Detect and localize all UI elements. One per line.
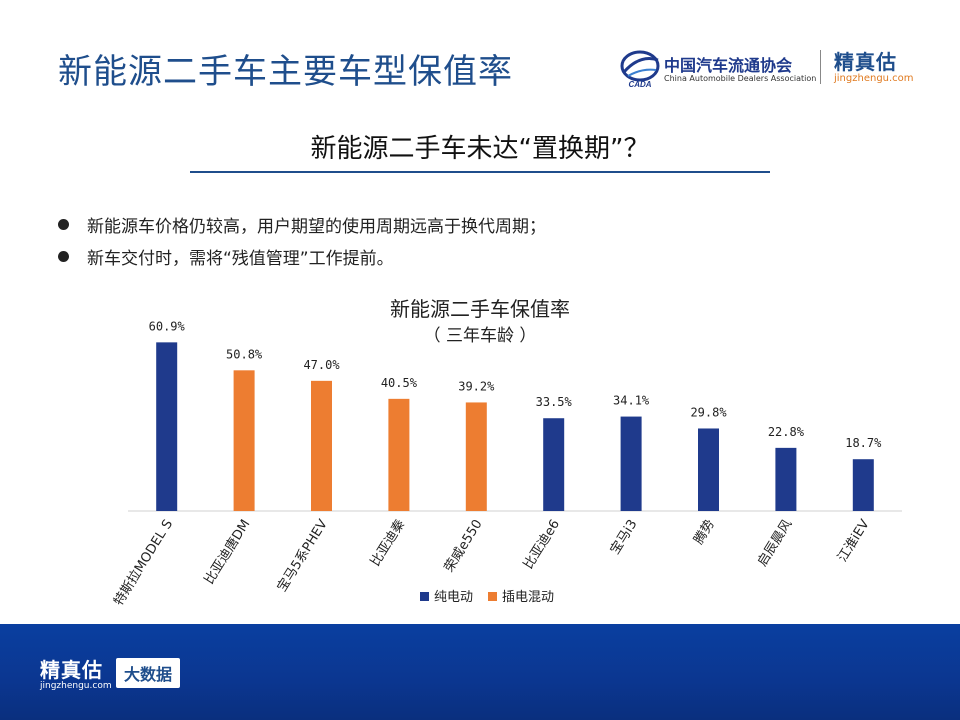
chart-subtitle: （ 三年车龄 ） [424, 326, 537, 346]
bullet-text: 新能源车价格仍较高，用户期望的使用周期远高于换代周期； [87, 217, 546, 237]
legend-swatch [420, 592, 429, 601]
bar-value-label: 50.8% [226, 347, 263, 361]
bullet-dot-icon [58, 219, 69, 230]
bar-value-label: 29.8% [690, 405, 727, 419]
bar-8 [775, 447, 797, 511]
x-tick-label: 腾势 [691, 517, 718, 548]
footer-url: jingzhengu.com [40, 681, 112, 691]
bullet-text: 新车交付时，需将“残值管理”工作提前。 [87, 249, 394, 269]
caada-logo: CADA 中国汽车流通协会 China Automobile Dealers A… [618, 46, 818, 90]
x-tick-label: 比亚迪唐DM [201, 517, 253, 588]
x-tick-label: 启辰晨风 [755, 517, 795, 569]
x-tick-label: 特斯拉MODEL S [111, 517, 176, 608]
bar-value-label: 33.5% [536, 395, 573, 409]
x-tick-label: 荣威e550 [442, 517, 486, 575]
jzg-logo: 精真估 jingzhengu.com [834, 46, 914, 84]
bar-value-label: 22.8% [768, 425, 805, 439]
page-title: 新能源二手车主要车型保值率 [58, 52, 513, 92]
bar-2 [311, 380, 332, 511]
caada-name-cn: 中国汽车流通协会 [664, 56, 793, 75]
bar-value-label: 40.5% [381, 376, 418, 390]
subtitle-underline [190, 171, 770, 173]
bar-value-label: 18.7% [845, 436, 882, 450]
bar-7 [698, 428, 719, 511]
bullet-item: 新车交付时，需将“残值管理”工作提前。 [58, 244, 394, 269]
footer-tag: 大数据 [116, 658, 181, 688]
bar-1 [233, 370, 255, 511]
page-subtitle: 新能源二手车未达“置换期”？ [310, 134, 650, 164]
jzg-brand: 精真估 [834, 50, 897, 74]
footer-logo: 精真估 jingzhengu.com [40, 654, 112, 691]
chart-legend: 纯电动 插电混动 [420, 590, 554, 605]
bar-0 [156, 342, 178, 511]
caada-emblem-icon: CADA [620, 50, 660, 89]
jzg-url: jingzhengu.com [834, 73, 914, 84]
logo-divider [820, 50, 821, 84]
x-tick-label: 比亚迪e6 [521, 517, 563, 572]
x-tick-label: 宝马5系PHEV [275, 517, 331, 595]
bar-value-label: 47.0% [303, 358, 340, 372]
legend-label: 插电混动 [502, 590, 554, 605]
footer-brand: 精真估 [40, 658, 103, 682]
bar-9 [852, 459, 874, 511]
caada-name-en: China Automobile Dealers Association [664, 74, 817, 83]
chart-title: 新能源二手车保值率 [390, 297, 570, 321]
bar-3 [388, 398, 410, 511]
bar-value-label: 34.1% [613, 394, 650, 408]
caada-emblem-text: CADA [628, 80, 651, 89]
legend-label: 纯电动 [434, 590, 473, 605]
x-tick-label: 江淮iEV [835, 517, 873, 565]
bar-value-label: 60.9% [149, 319, 186, 333]
bullet-dot-icon [58, 251, 69, 262]
legend-swatch [488, 592, 497, 601]
bullet-item: 新能源车价格仍较高，用户期望的使用周期远高于换代周期； [58, 212, 546, 237]
bar-value-label: 39.2% [458, 379, 495, 393]
bar-4 [465, 402, 487, 511]
x-tick-label: 比亚迪秦 [368, 517, 408, 569]
x-tick-label: 宝马i3 [608, 517, 641, 557]
bar-6 [620, 416, 642, 511]
bar-5 [543, 418, 565, 511]
retention-bar-chart: 新能源二手车保值率 （ 三年车龄 ） 60.9% 特斯拉MODEL S 50.8% 比… [111, 297, 902, 608]
